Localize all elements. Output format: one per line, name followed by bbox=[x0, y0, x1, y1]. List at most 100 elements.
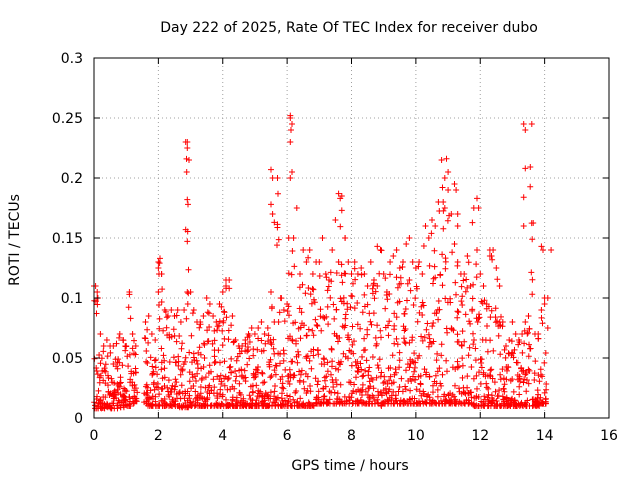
data-point bbox=[459, 362, 466, 369]
data-point bbox=[359, 373, 366, 380]
data-point bbox=[296, 368, 303, 375]
data-point bbox=[134, 389, 141, 396]
data-point bbox=[344, 306, 351, 313]
data-point bbox=[124, 353, 131, 360]
data-point bbox=[192, 388, 199, 395]
data-point bbox=[528, 121, 535, 127]
data-point bbox=[228, 369, 234, 376]
x-tick-label: 0 bbox=[90, 428, 99, 444]
data-point bbox=[337, 195, 344, 202]
data-point bbox=[524, 330, 531, 337]
data-point bbox=[225, 336, 232, 343]
data-point bbox=[152, 337, 159, 343]
data-point bbox=[174, 307, 181, 313]
data-point bbox=[351, 338, 357, 345]
data-point bbox=[520, 194, 527, 201]
data-point bbox=[464, 284, 471, 291]
data-point bbox=[323, 274, 330, 281]
data-point bbox=[254, 367, 261, 373]
data-point bbox=[351, 259, 358, 265]
data-point bbox=[424, 320, 431, 327]
data-point bbox=[538, 314, 545, 321]
data-point bbox=[419, 312, 426, 318]
data-point bbox=[144, 360, 151, 366]
data-point bbox=[203, 295, 210, 301]
data-point bbox=[250, 346, 257, 353]
data-point bbox=[298, 367, 305, 374]
data-point bbox=[541, 359, 548, 366]
data-point bbox=[313, 322, 320, 328]
data-point bbox=[166, 359, 173, 365]
data-point bbox=[361, 271, 368, 277]
data-point bbox=[259, 370, 266, 377]
data-point bbox=[176, 389, 183, 395]
data-point bbox=[112, 391, 118, 398]
data-point bbox=[454, 314, 461, 321]
data-point bbox=[244, 361, 251, 368]
data-point bbox=[279, 373, 286, 380]
data-point bbox=[352, 276, 359, 283]
data-point bbox=[259, 369, 265, 376]
y-tick-label: 0.1 bbox=[61, 291, 83, 307]
data-point bbox=[184, 289, 191, 295]
data-point bbox=[435, 316, 442, 323]
data-point bbox=[297, 324, 304, 331]
data-point bbox=[345, 259, 352, 265]
data-point bbox=[267, 356, 274, 363]
data-point bbox=[525, 366, 532, 373]
data-point bbox=[129, 345, 136, 352]
data-point bbox=[329, 358, 336, 365]
data-point bbox=[531, 370, 538, 377]
data-point bbox=[122, 397, 129, 404]
data-point bbox=[387, 259, 394, 265]
data-point bbox=[219, 391, 226, 398]
data-point bbox=[488, 366, 495, 373]
data-point bbox=[401, 310, 408, 317]
data-point bbox=[197, 351, 204, 358]
data-point bbox=[519, 331, 526, 337]
data-point bbox=[200, 364, 207, 370]
data-point bbox=[417, 372, 424, 379]
data-point bbox=[374, 322, 381, 329]
data-point bbox=[219, 327, 226, 334]
data-point bbox=[453, 291, 459, 298]
data-point bbox=[409, 334, 416, 341]
data-point bbox=[144, 390, 151, 396]
data-point bbox=[155, 289, 162, 295]
data-point bbox=[125, 304, 132, 311]
data-point bbox=[406, 396, 413, 403]
data-point bbox=[431, 263, 438, 270]
data-point bbox=[452, 382, 458, 389]
data-point bbox=[334, 390, 341, 397]
data-point bbox=[296, 305, 303, 312]
data-point bbox=[450, 327, 457, 334]
data-point bbox=[501, 346, 508, 353]
data-point bbox=[165, 377, 172, 384]
data-point bbox=[168, 385, 175, 392]
data-point bbox=[488, 307, 495, 314]
data-point bbox=[177, 319, 184, 325]
data-point bbox=[503, 376, 510, 383]
data-point bbox=[335, 190, 342, 197]
data-point bbox=[164, 384, 171, 391]
data-point bbox=[434, 350, 441, 357]
data-point bbox=[279, 380, 286, 387]
data-point bbox=[396, 349, 403, 356]
data-point bbox=[350, 350, 357, 357]
data-point bbox=[277, 295, 284, 301]
data-point bbox=[143, 381, 150, 388]
data-point bbox=[366, 364, 373, 371]
data-point bbox=[255, 364, 261, 370]
data-point bbox=[158, 366, 165, 373]
data-point bbox=[208, 368, 214, 375]
data-point bbox=[201, 341, 208, 348]
data-point bbox=[261, 379, 268, 386]
data-point bbox=[451, 181, 458, 187]
data-point bbox=[389, 352, 396, 359]
data-point bbox=[492, 388, 499, 395]
data-point bbox=[297, 271, 303, 277]
data-point bbox=[160, 352, 167, 359]
data-point bbox=[170, 326, 177, 333]
data-point bbox=[394, 284, 401, 291]
data-point bbox=[161, 357, 168, 364]
